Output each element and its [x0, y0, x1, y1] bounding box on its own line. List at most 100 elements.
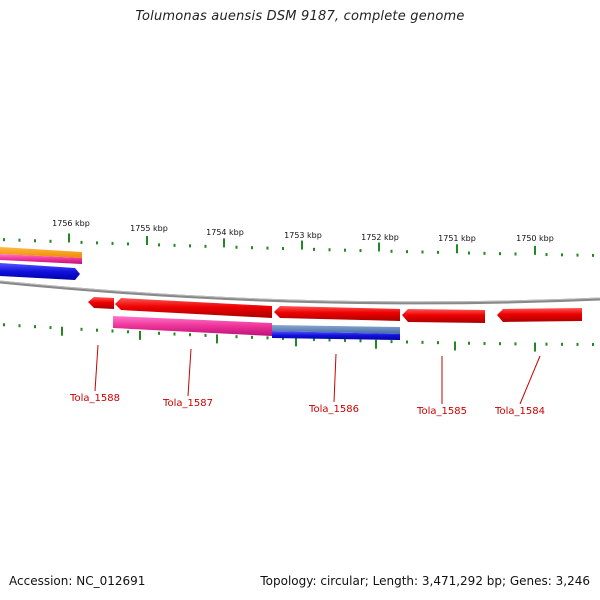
minor-tick [483, 341, 486, 345]
genome-backbone-highlight [0, 280, 600, 303]
minor-tick [189, 333, 191, 337]
inner-tick-track [3, 323, 594, 352]
minor-tick [468, 251, 470, 255]
minor-tick [437, 341, 439, 345]
minor-tick [158, 243, 160, 247]
minor-tick [390, 340, 393, 344]
minor-tick [561, 253, 563, 257]
gene-label-tola-1588[interactable]: Tola_1588 [69, 393, 120, 404]
scale-label: 1754 kbp [206, 228, 244, 237]
minor-tick [282, 336, 284, 340]
gene-tola-1586-blue[interactable] [272, 331, 400, 340]
minor-tick [499, 342, 501, 346]
gene-tola-1585[interactable] [402, 309, 485, 323]
scale-label: 1751 kbp [438, 234, 476, 243]
minor-tick [3, 238, 5, 242]
minor-tick [251, 246, 253, 250]
minor-tick [499, 252, 501, 256]
minor-tick [96, 328, 98, 332]
major-tick [295, 337, 297, 347]
minor-tick [421, 250, 424, 254]
major-tick [146, 236, 148, 246]
minor-tick [359, 249, 362, 253]
major-tick [139, 330, 141, 340]
minor-tick [390, 249, 393, 253]
minor-tick [545, 253, 548, 257]
minor-tick [251, 335, 253, 339]
minor-tick [49, 239, 52, 243]
leader-line [333, 353, 337, 403]
major-tick [456, 244, 458, 254]
scale-labels: 1756 kbp 1755 kbp 1754 kbp 1753 kbp 1752… [52, 219, 554, 243]
leader-line [519, 355, 541, 405]
minor-tick [158, 331, 160, 335]
accession-text: Accession: NC_012691 [9, 574, 146, 588]
minor-tick [421, 340, 424, 344]
gene-label-tola-1584[interactable]: Tola_1584 [494, 406, 545, 417]
minor-tick [592, 342, 594, 346]
minor-tick [173, 332, 176, 336]
minor-tick [235, 245, 238, 249]
major-tick [223, 238, 225, 248]
minor-tick [235, 335, 238, 339]
gene-label-tola-1586[interactable]: Tola_1586 [308, 404, 359, 415]
scale-label: 1755 kbp [130, 224, 168, 233]
major-tick [375, 339, 377, 349]
minor-tick [576, 253, 579, 257]
minor-tick [173, 243, 176, 247]
gene-tola-1587-pink[interactable] [113, 316, 272, 336]
gene-pink-left[interactable] [0, 254, 82, 264]
gene-blue-left[interactable] [0, 263, 80, 280]
major-tick [378, 242, 380, 252]
minor-tick [328, 338, 331, 342]
minor-tick [266, 246, 269, 250]
gene-label-tola-1585[interactable]: Tola_1585 [416, 406, 467, 417]
minor-tick [328, 248, 331, 252]
gene-orange-left[interactable] [0, 247, 82, 258]
minor-tick [266, 336, 269, 340]
minor-tick [344, 338, 346, 342]
minor-tick [96, 241, 98, 245]
minor-tick [80, 240, 83, 244]
genome-title: Tolumonas auensis DSM 9187, complete gen… [135, 9, 465, 24]
gene-tola-1586-red[interactable] [274, 306, 400, 321]
major-tick [216, 334, 218, 344]
minor-tick [80, 327, 83, 331]
gene-tola-1584[interactable] [497, 308, 582, 322]
minor-tick [18, 324, 21, 328]
gene-tola-1588[interactable] [88, 297, 114, 309]
minor-tick [561, 342, 563, 346]
minor-tick [592, 253, 594, 257]
minor-tick [406, 250, 408, 254]
gene-tola-1587-red[interactable] [115, 298, 272, 318]
minor-tick [313, 247, 315, 251]
scale-label: 1752 kbp [361, 233, 399, 242]
minor-tick [359, 339, 362, 343]
outer-tick-track [3, 233, 594, 257]
leader-line [94, 344, 99, 392]
minor-tick [437, 250, 439, 254]
gene-labels: Tola_1588 Tola_1587 Tola_1586 Tola_1585 … [69, 393, 545, 417]
minor-tick [34, 325, 36, 329]
gene-label-tola-1587[interactable]: Tola_1587 [162, 398, 213, 409]
minor-tick [483, 251, 486, 255]
major-tick [61, 326, 63, 336]
minor-tick [514, 342, 517, 346]
scale-label: 1753 kbp [284, 231, 322, 240]
minor-tick [18, 238, 21, 242]
minor-tick [204, 333, 207, 337]
minor-tick [468, 341, 470, 345]
major-tick [534, 342, 536, 352]
minor-tick [127, 330, 129, 334]
leader-line [187, 348, 192, 397]
scale-label: 1756 kbp [52, 219, 90, 228]
minor-tick [111, 241, 114, 245]
minor-tick [204, 244, 207, 248]
genome-summary-text: Topology: circular; Length: 3,471,292 bp… [260, 574, 590, 588]
minor-tick [313, 337, 315, 341]
label-leader-lines [94, 344, 541, 405]
major-tick [534, 245, 536, 255]
minor-tick [189, 244, 191, 248]
minor-tick [282, 247, 284, 251]
